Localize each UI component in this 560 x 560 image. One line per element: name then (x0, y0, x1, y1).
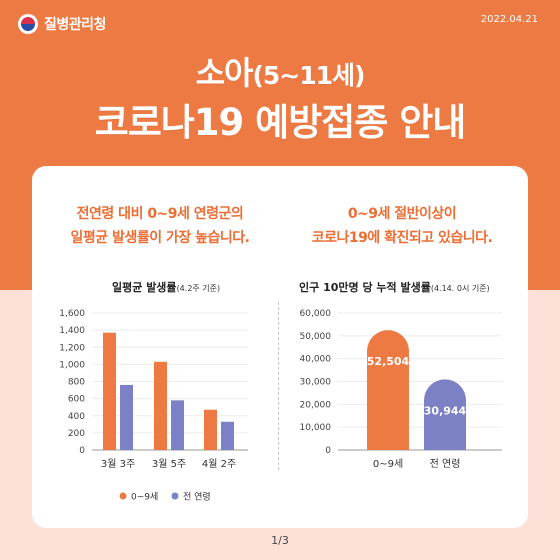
right-bar-data-label: 52,504 (367, 355, 410, 368)
left-chart-title-text: 일평균 발생률 (112, 281, 177, 294)
left-lead-line-1: 전연령 대비 0~9세 연령군의 (76, 206, 244, 222)
right-lead-line-1: 0~9세 절반이상이 (347, 206, 457, 222)
right-lead-line-2: 코로나19에 확진되고 있습니다. (311, 230, 493, 246)
right-y-tick-label: 40,000 (300, 355, 332, 365)
legend-marker (171, 492, 179, 500)
title-line-1: 소아(5~11세) (0, 48, 560, 94)
logo-text: 질병관리청 (44, 17, 106, 33)
title-line-2: 코로나19 예방접종 안내 (94, 101, 467, 144)
left-x-tick-label: 3월 5주 (152, 458, 186, 470)
right-y-tick-label: 10,000 (300, 423, 332, 433)
right-chart-note: (4.14. 0시 기준) (430, 284, 490, 293)
left-bar-age-0-9 (204, 409, 217, 450)
left-chart-title: 일평균 발생률(4.2주 기준) (112, 279, 220, 295)
left-bar-age-0-9 (154, 361, 167, 450)
logo: 질병관리청 (18, 14, 106, 34)
left-lead-text: 전연령 대비 0~9세 연령군의 일평균 발생률이 가장 높습니다. (40, 202, 280, 250)
left-y-tick-label: 800 (68, 378, 85, 388)
right-bar-age-0-9 (367, 330, 409, 450)
right-y-tick-label: 30,000 (300, 378, 332, 388)
left-y-tick-label: 400 (68, 412, 85, 422)
right-chart-title: 인구 10만명 당 누적 발생률(4.14. 0시 기준) (299, 279, 490, 295)
panel-divider (278, 302, 279, 470)
left-y-tick-label: 200 (68, 429, 85, 439)
right-bar-all-ages (424, 379, 466, 450)
taegeuk-icon (18, 14, 38, 34)
left-bar-all-ages (221, 421, 234, 450)
left-y-tick-label: 1,600 (59, 309, 85, 319)
right-y-tick-label: 60,000 (300, 309, 332, 319)
left-x-tick-label: 4월 2주 (202, 458, 236, 470)
page-indicator: 1/3 (271, 534, 289, 547)
title-sub: (5~11세) (252, 61, 365, 90)
right-bar-data-label: 30,944 (424, 404, 467, 417)
left-y-tick-label: 600 (68, 395, 85, 405)
right-y-tick-label: 50,000 (300, 332, 332, 342)
right-lead-text: 0~9세 절반이상이 코로나19에 확진되고 있습니다. (282, 202, 522, 250)
legend-label: 전 연령 (183, 491, 211, 503)
date: 2022.04.21 (480, 14, 538, 25)
right-y-tick-label: 20,000 (300, 400, 332, 410)
title-main: 소아 (195, 54, 254, 92)
left-x-tick-label: 3월 3주 (101, 458, 135, 470)
left-chart-note: (4.2주 기준) (176, 284, 221, 293)
left-bar-all-ages (120, 384, 133, 450)
legend-marker (119, 492, 127, 500)
right-chart-title-text: 인구 10만명 당 누적 발생률 (299, 281, 431, 294)
left-lead-line-2: 일평균 발생률이 가장 높습니다. (70, 230, 250, 246)
right-x-tick-label: 전 연령 (430, 458, 461, 470)
legend-label: 0~9세 (131, 492, 158, 503)
left-y-tick-label: 1,200 (59, 343, 85, 353)
right-x-tick-label: 0~9세 (373, 458, 403, 470)
left-bar-age-0-9 (103, 332, 116, 450)
right-y-tick-label: 0 (325, 446, 331, 456)
left-y-tick-label: 1,000 (59, 360, 85, 370)
left-bar-all-ages (171, 400, 184, 450)
left-y-tick-label: 0 (79, 446, 85, 456)
left-y-tick-label: 1,400 (59, 326, 85, 336)
